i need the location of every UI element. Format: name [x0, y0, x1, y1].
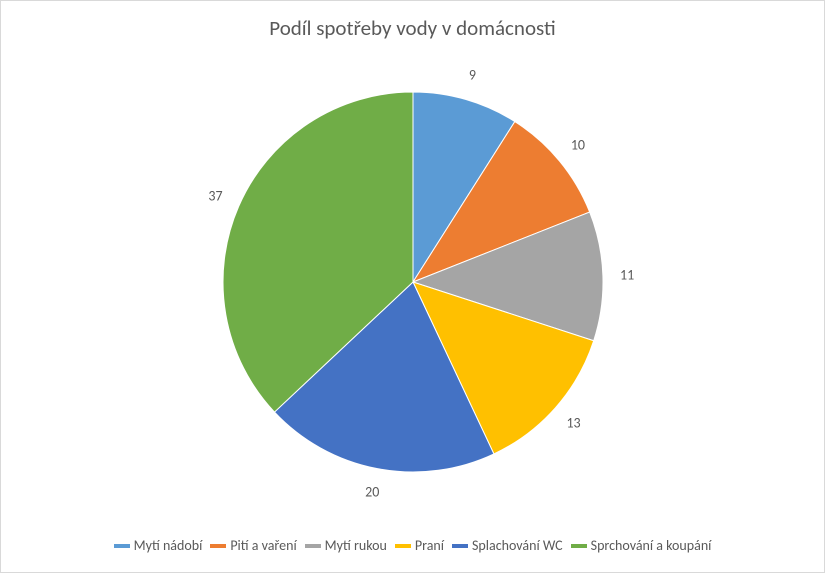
pie-chart	[223, 92, 603, 472]
legend-item: Pití a vaření	[210, 537, 296, 554]
legend-swatch	[305, 544, 321, 548]
legend-item: Praní	[395, 537, 444, 554]
chart-container: Podíl spotřeby vody v domácnosti 9 10 11 13…	[0, 0, 825, 573]
legend-swatch	[452, 544, 468, 548]
legend-label: Mytí nádobí	[134, 537, 203, 554]
data-label: 10	[571, 136, 585, 153]
chart-title: Podíl spotřeby vody v domácnosti	[1, 15, 824, 41]
legend-item: Mytí nádobí	[114, 537, 203, 554]
legend-label: Mytí rukou	[325, 537, 387, 554]
legend-item: Sprchování a koupání	[571, 537, 712, 554]
legend-label: Praní	[415, 537, 444, 554]
data-label: 20	[365, 484, 379, 501]
legend-swatch	[210, 544, 226, 548]
legend-label: Splachování WC	[472, 537, 563, 554]
data-label: 11	[620, 266, 634, 283]
legend-swatch	[395, 544, 411, 548]
legend: Mytí nádobí Pití a vaření Mytí rukou Praní S…	[1, 537, 824, 554]
data-label: 9	[469, 67, 476, 84]
legend-label: Pití a vaření	[230, 537, 296, 554]
plot-area: 9 10 11 13 20 37	[1, 61, 824, 502]
pie-wrap: 91011132037	[223, 92, 603, 472]
data-label: 13	[566, 415, 580, 432]
legend-item: Mytí rukou	[305, 537, 387, 554]
data-label: 37	[208, 188, 222, 205]
legend-item: Splachování WC	[452, 537, 563, 554]
legend-swatch	[114, 544, 130, 548]
legend-swatch	[571, 544, 587, 548]
legend-label: Sprchování a koupání	[591, 537, 712, 554]
